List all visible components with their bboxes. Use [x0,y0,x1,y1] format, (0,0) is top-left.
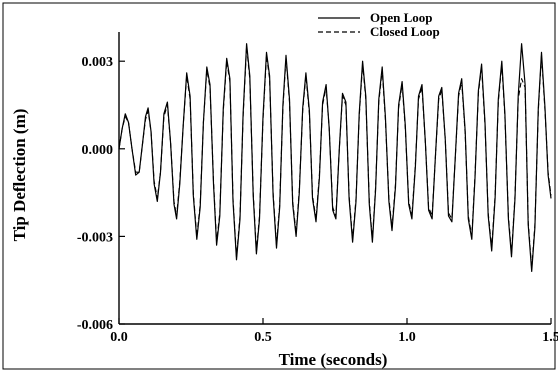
x-axis-label: Time (seconds) [279,350,388,369]
x-tick-label: 0.0 [110,330,128,345]
legend-label: Closed Loop [370,24,440,39]
x-tick-label: 1.0 [398,330,416,345]
legend-label: Open Loop [370,10,433,25]
y-tick-label: -0.006 [77,318,113,333]
y-tick-label: 0.000 [82,143,114,158]
series-layer [118,43,552,272]
x-tick-label: 0.5 [254,330,272,345]
x-tick-label: 1.5 [542,330,558,345]
series-line-closed-loop [118,46,552,270]
y-tick-label: 0.003 [82,55,114,70]
y-tick-label: -0.003 [77,230,113,245]
y-axis-label: Tip Deflection (m) [10,109,29,242]
